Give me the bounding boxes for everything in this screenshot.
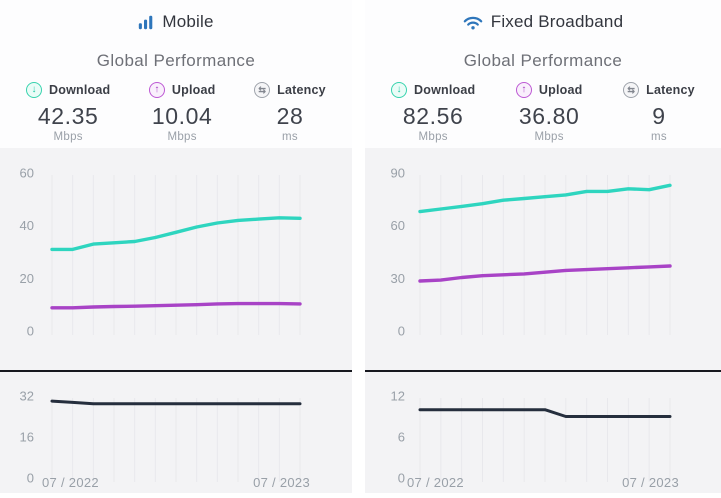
- mobile-latency-chart[interactable]: 32 16 0: [0, 372, 352, 493]
- svg-text:6: 6: [398, 430, 405, 445]
- stat-label: Download: [49, 83, 111, 97]
- fixed-speed-chart-area: 90 60 30 0: [365, 148, 721, 370]
- mobile-speed-chart-area: 60 40 20 0: [0, 148, 352, 370]
- mobile-signal-bars-icon: [138, 14, 154, 30]
- mobile-upload-stat: ↑ Upload 10.04 Mbps: [146, 82, 218, 143]
- mobile-panel: Mobile Global Performance ↓ Download 42.…: [0, 0, 352, 498]
- bottom-margin: [0, 493, 352, 498]
- panel-title: Fixed Broadband: [490, 12, 624, 31]
- svg-text:60: 60: [391, 218, 405, 233]
- mobile-download-stat: ↓ Download 42.35 Mbps: [26, 82, 110, 143]
- fixed-latency-chart-area: 12 6 0 07 / 2022 07 / 2023: [365, 372, 721, 493]
- svg-text:40: 40: [20, 218, 34, 233]
- stat-value: 9: [652, 103, 666, 129]
- upload-arrow-icon: ↑: [515, 82, 532, 98]
- mobile-latency-stat: ⇆ Latency 28 ms: [254, 82, 326, 143]
- mobile-header: Mobile Global Performance ↓ Download 42.…: [0, 0, 352, 148]
- panel-title: Mobile: [162, 12, 214, 31]
- stat-unit: ms: [651, 131, 667, 143]
- svg-text:0: 0: [27, 471, 34, 486]
- x-axis-label-start: 07 / 2022: [407, 475, 464, 490]
- fixed-download-stat: ↓ Download 82.56 Mbps: [391, 82, 475, 143]
- x-axis-label-end: 07 / 2023: [622, 475, 679, 490]
- section-divider-line: [365, 370, 721, 372]
- download-arrow-icon: ↓: [391, 82, 407, 98]
- latency-arrows-icon: ⇆: [623, 82, 640, 98]
- x-axis-label-start: 07 / 2022: [42, 475, 99, 490]
- upload-arrow-icon: ↑: [148, 82, 165, 98]
- fixed-speed-chart[interactable]: 90 60 30 0: [365, 148, 721, 370]
- stat-value: 42.35: [37, 103, 99, 129]
- stat-unit: Mbps: [53, 131, 83, 143]
- svg-text:30: 30: [391, 271, 405, 286]
- stat-label: Upload: [171, 83, 216, 97]
- mobile-speed-chart[interactable]: 60 40 20 0: [0, 148, 352, 370]
- stat-label: Latency: [646, 83, 695, 97]
- download-arrow-icon: ↓: [26, 82, 42, 98]
- fixed-title-row: Fixed Broadband: [463, 12, 623, 32]
- stat-value: 10.04: [151, 103, 213, 129]
- fixed-stats-row: ↓ Download 82.56 Mbps ↑ Upload 36.80 Mbp…: [365, 71, 721, 143]
- section-divider-line: [0, 370, 352, 372]
- mobile-latency-chart-area: 32 16 0 07 / 2022 07 / 2023: [0, 372, 352, 493]
- stat-unit: ms: [282, 131, 298, 143]
- svg-text:12: 12: [391, 389, 405, 404]
- svg-text:60: 60: [20, 166, 34, 181]
- mobile-title-row: Mobile: [138, 12, 213, 32]
- fixed-upload-stat: ↑ Upload 36.80 Mbps: [513, 82, 585, 143]
- stat-value: 28: [276, 103, 304, 129]
- mobile-stats-row: ↓ Download 42.35 Mbps ↑ Upload 10.04 Mbp…: [0, 71, 352, 143]
- fixed-latency-stat: ⇆ Latency 9 ms: [623, 82, 695, 143]
- stat-unit: Mbps: [418, 131, 448, 143]
- svg-text:32: 32: [20, 389, 34, 404]
- fixed-header: Fixed Broadband Global Performance ↓ Dow…: [365, 0, 721, 148]
- stat-unit: Mbps: [167, 131, 197, 143]
- wifi-icon: [463, 15, 483, 30]
- svg-text:0: 0: [27, 324, 34, 339]
- fixed-broadband-panel: Fixed Broadband Global Performance ↓ Dow…: [365, 0, 721, 498]
- svg-text:16: 16: [20, 430, 34, 445]
- stat-value: 36.80: [518, 103, 580, 129]
- svg-text:0: 0: [398, 324, 405, 339]
- svg-text:20: 20: [20, 271, 34, 286]
- stat-label: Upload: [538, 83, 583, 97]
- latency-arrows-icon: ⇆: [254, 82, 271, 98]
- stat-value: 82.56: [402, 103, 464, 129]
- stat-unit: Mbps: [534, 131, 564, 143]
- svg-text:0: 0: [398, 471, 405, 486]
- svg-text:90: 90: [391, 166, 405, 181]
- x-axis-label-end: 07 / 2023: [253, 475, 310, 490]
- panel-subtitle: Global Performance: [96, 51, 256, 70]
- panel-subtitle: Global Performance: [463, 51, 623, 70]
- stat-label: Download: [414, 83, 476, 97]
- stat-label: Latency: [277, 83, 326, 97]
- fixed-latency-chart[interactable]: 12 6 0: [365, 372, 721, 493]
- bottom-margin: [365, 493, 721, 498]
